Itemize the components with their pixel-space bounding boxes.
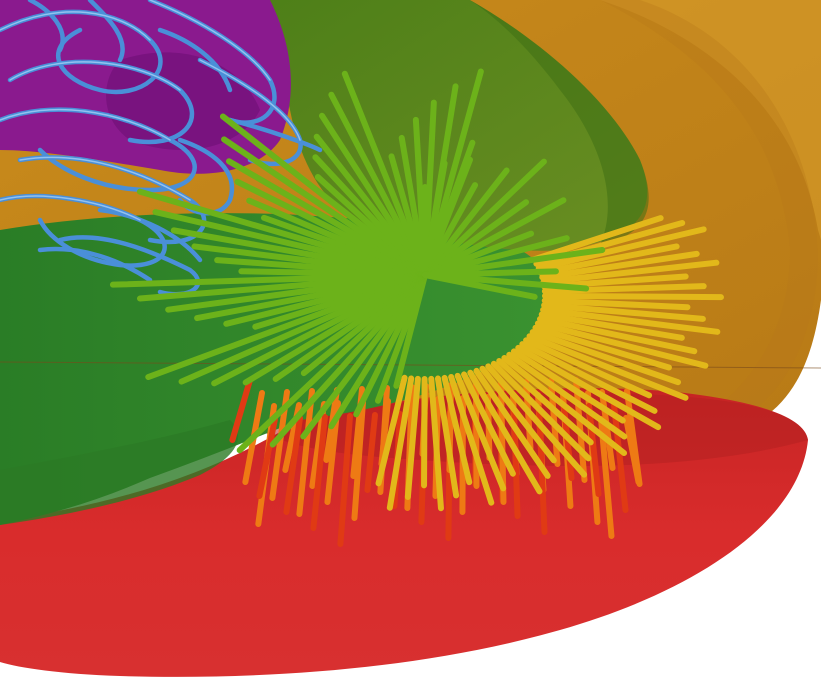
needle-yellow — [441, 374, 473, 486]
needle-green — [341, 70, 428, 278]
needle-green — [319, 112, 428, 278]
needle-lower — [351, 399, 366, 521]
needle-yellow — [535, 226, 707, 272]
needle-lower — [229, 377, 253, 443]
needle-yellow — [386, 375, 415, 511]
needle-yellow — [506, 351, 628, 440]
needle-green — [422, 272, 590, 292]
needle-yellow — [526, 333, 689, 401]
needle-green — [422, 197, 567, 278]
needle-yellow — [539, 250, 700, 281]
needle-green — [422, 246, 606, 278]
needle-lower — [378, 398, 391, 467]
needle-yellow — [454, 372, 507, 492]
needle-lower — [624, 388, 643, 487]
needle-green — [328, 91, 428, 278]
needle-green — [422, 158, 547, 278]
needle-yellow — [434, 375, 460, 499]
needle-yellow — [428, 375, 444, 512]
needle-yellow — [519, 341, 658, 414]
green-surface-fold — [0, 420, 239, 525]
needle-yellow — [375, 374, 408, 487]
field-line-needles — [109, 68, 724, 547]
needle-lower — [599, 389, 616, 471]
needle-yellow — [510, 348, 626, 424]
needle-lower — [310, 414, 328, 531]
orange-surface-highlight — [600, 0, 821, 240]
needle-lower — [296, 388, 315, 517]
needle-yellow — [532, 324, 672, 371]
needle-yellow — [529, 329, 682, 386]
needle-yellow — [496, 358, 594, 446]
axis-line — [0, 361, 821, 369]
needle-green — [422, 167, 510, 278]
needle-yellow — [538, 311, 685, 341]
needle-yellow — [485, 363, 588, 478]
needle-green — [269, 272, 428, 448]
needle-green — [422, 272, 538, 300]
needle-lower — [256, 416, 278, 499]
needle-lower — [364, 412, 378, 493]
needle-lower — [283, 415, 303, 515]
needle-yellow — [473, 367, 551, 479]
needle-yellow — [540, 259, 720, 285]
orange-surface-rim — [600, 0, 818, 420]
needle-yellow — [404, 375, 421, 500]
needle-lower — [611, 402, 629, 513]
needle-yellow — [461, 371, 516, 477]
needle-yellow — [541, 292, 724, 301]
needle-green — [219, 113, 428, 278]
needle-yellow — [467, 369, 543, 495]
needle-lower — [337, 413, 353, 547]
needle-yellow — [515, 344, 662, 431]
needle-yellow — [540, 306, 721, 335]
needle-yellow — [448, 373, 495, 506]
needle-green — [422, 160, 448, 278]
needle-lower — [586, 403, 602, 497]
needle-yellow — [501, 355, 628, 457]
blue-ribbon-highlights — [0, 0, 301, 221]
needle-yellow — [536, 315, 698, 355]
needle-yellow — [537, 243, 680, 276]
needle-green — [422, 139, 476, 278]
needle-yellow — [490, 360, 592, 462]
needle-yellow — [530, 215, 664, 263]
needle-yellow — [523, 337, 653, 399]
olive-surface-shading — [470, 0, 649, 245]
needle-yellow — [421, 375, 428, 489]
needle-yellow — [534, 320, 709, 369]
needle-yellow — [541, 283, 707, 295]
needle-yellow — [479, 365, 557, 464]
needle-green — [236, 272, 428, 454]
needle-yellow — [541, 302, 706, 322]
needle-yellow — [541, 297, 691, 311]
